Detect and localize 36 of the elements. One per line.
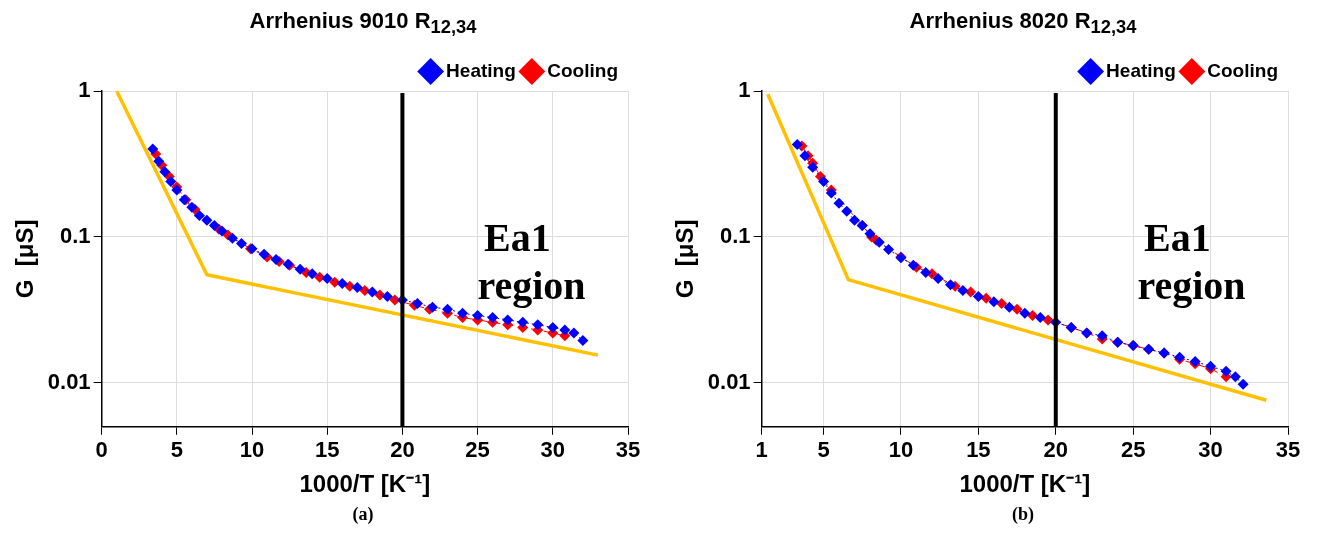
y-tick-label: 0.01	[47, 368, 91, 394]
legend-label: Cooling	[1207, 59, 1278, 81]
x-tick-label: 25	[465, 437, 490, 463]
y-axis-title: G [μS]	[11, 219, 39, 299]
annotation: Ea1 region	[1137, 215, 1246, 309]
y-tick-label: 0.01	[707, 368, 751, 394]
y-tick-label: 1	[738, 77, 751, 103]
y-tick-label: 0.1	[60, 223, 91, 248]
x-tick-label: 1	[755, 437, 768, 463]
x-tick-label: 20	[1043, 437, 1069, 463]
x-tick-label: 0	[95, 437, 108, 463]
y-axis-title: G [μS]	[671, 219, 699, 299]
x-tick-label: 35	[615, 437, 641, 463]
text: (b)	[1011, 504, 1035, 525]
x-tick-label: 10	[239, 437, 265, 463]
x-axis-title: 1000/T [K⁻¹]	[299, 470, 431, 498]
x-tick-label: 10	[888, 437, 914, 463]
x-tick-label: 25	[1120, 437, 1146, 463]
text: (a)	[351, 504, 375, 525]
legend-label: Cooling	[547, 59, 618, 81]
x-tick-label: 20	[390, 437, 415, 463]
y-tick-label: 0.1	[720, 223, 751, 248]
chart-title: Arrhenius 8020 R$_{12,34}$	[908, 8, 1138, 40]
annotation: Ea1 region	[477, 215, 586, 309]
legend-label: Heating	[1106, 59, 1176, 81]
x-tick-label: 35	[1275, 437, 1301, 463]
y-tick-label: 1	[78, 77, 91, 103]
x-tick-label: 15	[314, 437, 340, 463]
legend-label: Heating	[446, 59, 516, 81]
x-tick-label: 30	[540, 437, 566, 463]
x-tick-label: 5	[170, 437, 183, 463]
x-tick-label: 5	[817, 437, 830, 463]
x-axis-title: 1000/T [K⁻¹]	[959, 470, 1091, 498]
chart-title: Arrhenius 9010 R$_{12,34}$	[248, 8, 478, 40]
x-tick-label: 15	[966, 437, 991, 463]
x-tick-label: 30	[1198, 437, 1223, 463]
